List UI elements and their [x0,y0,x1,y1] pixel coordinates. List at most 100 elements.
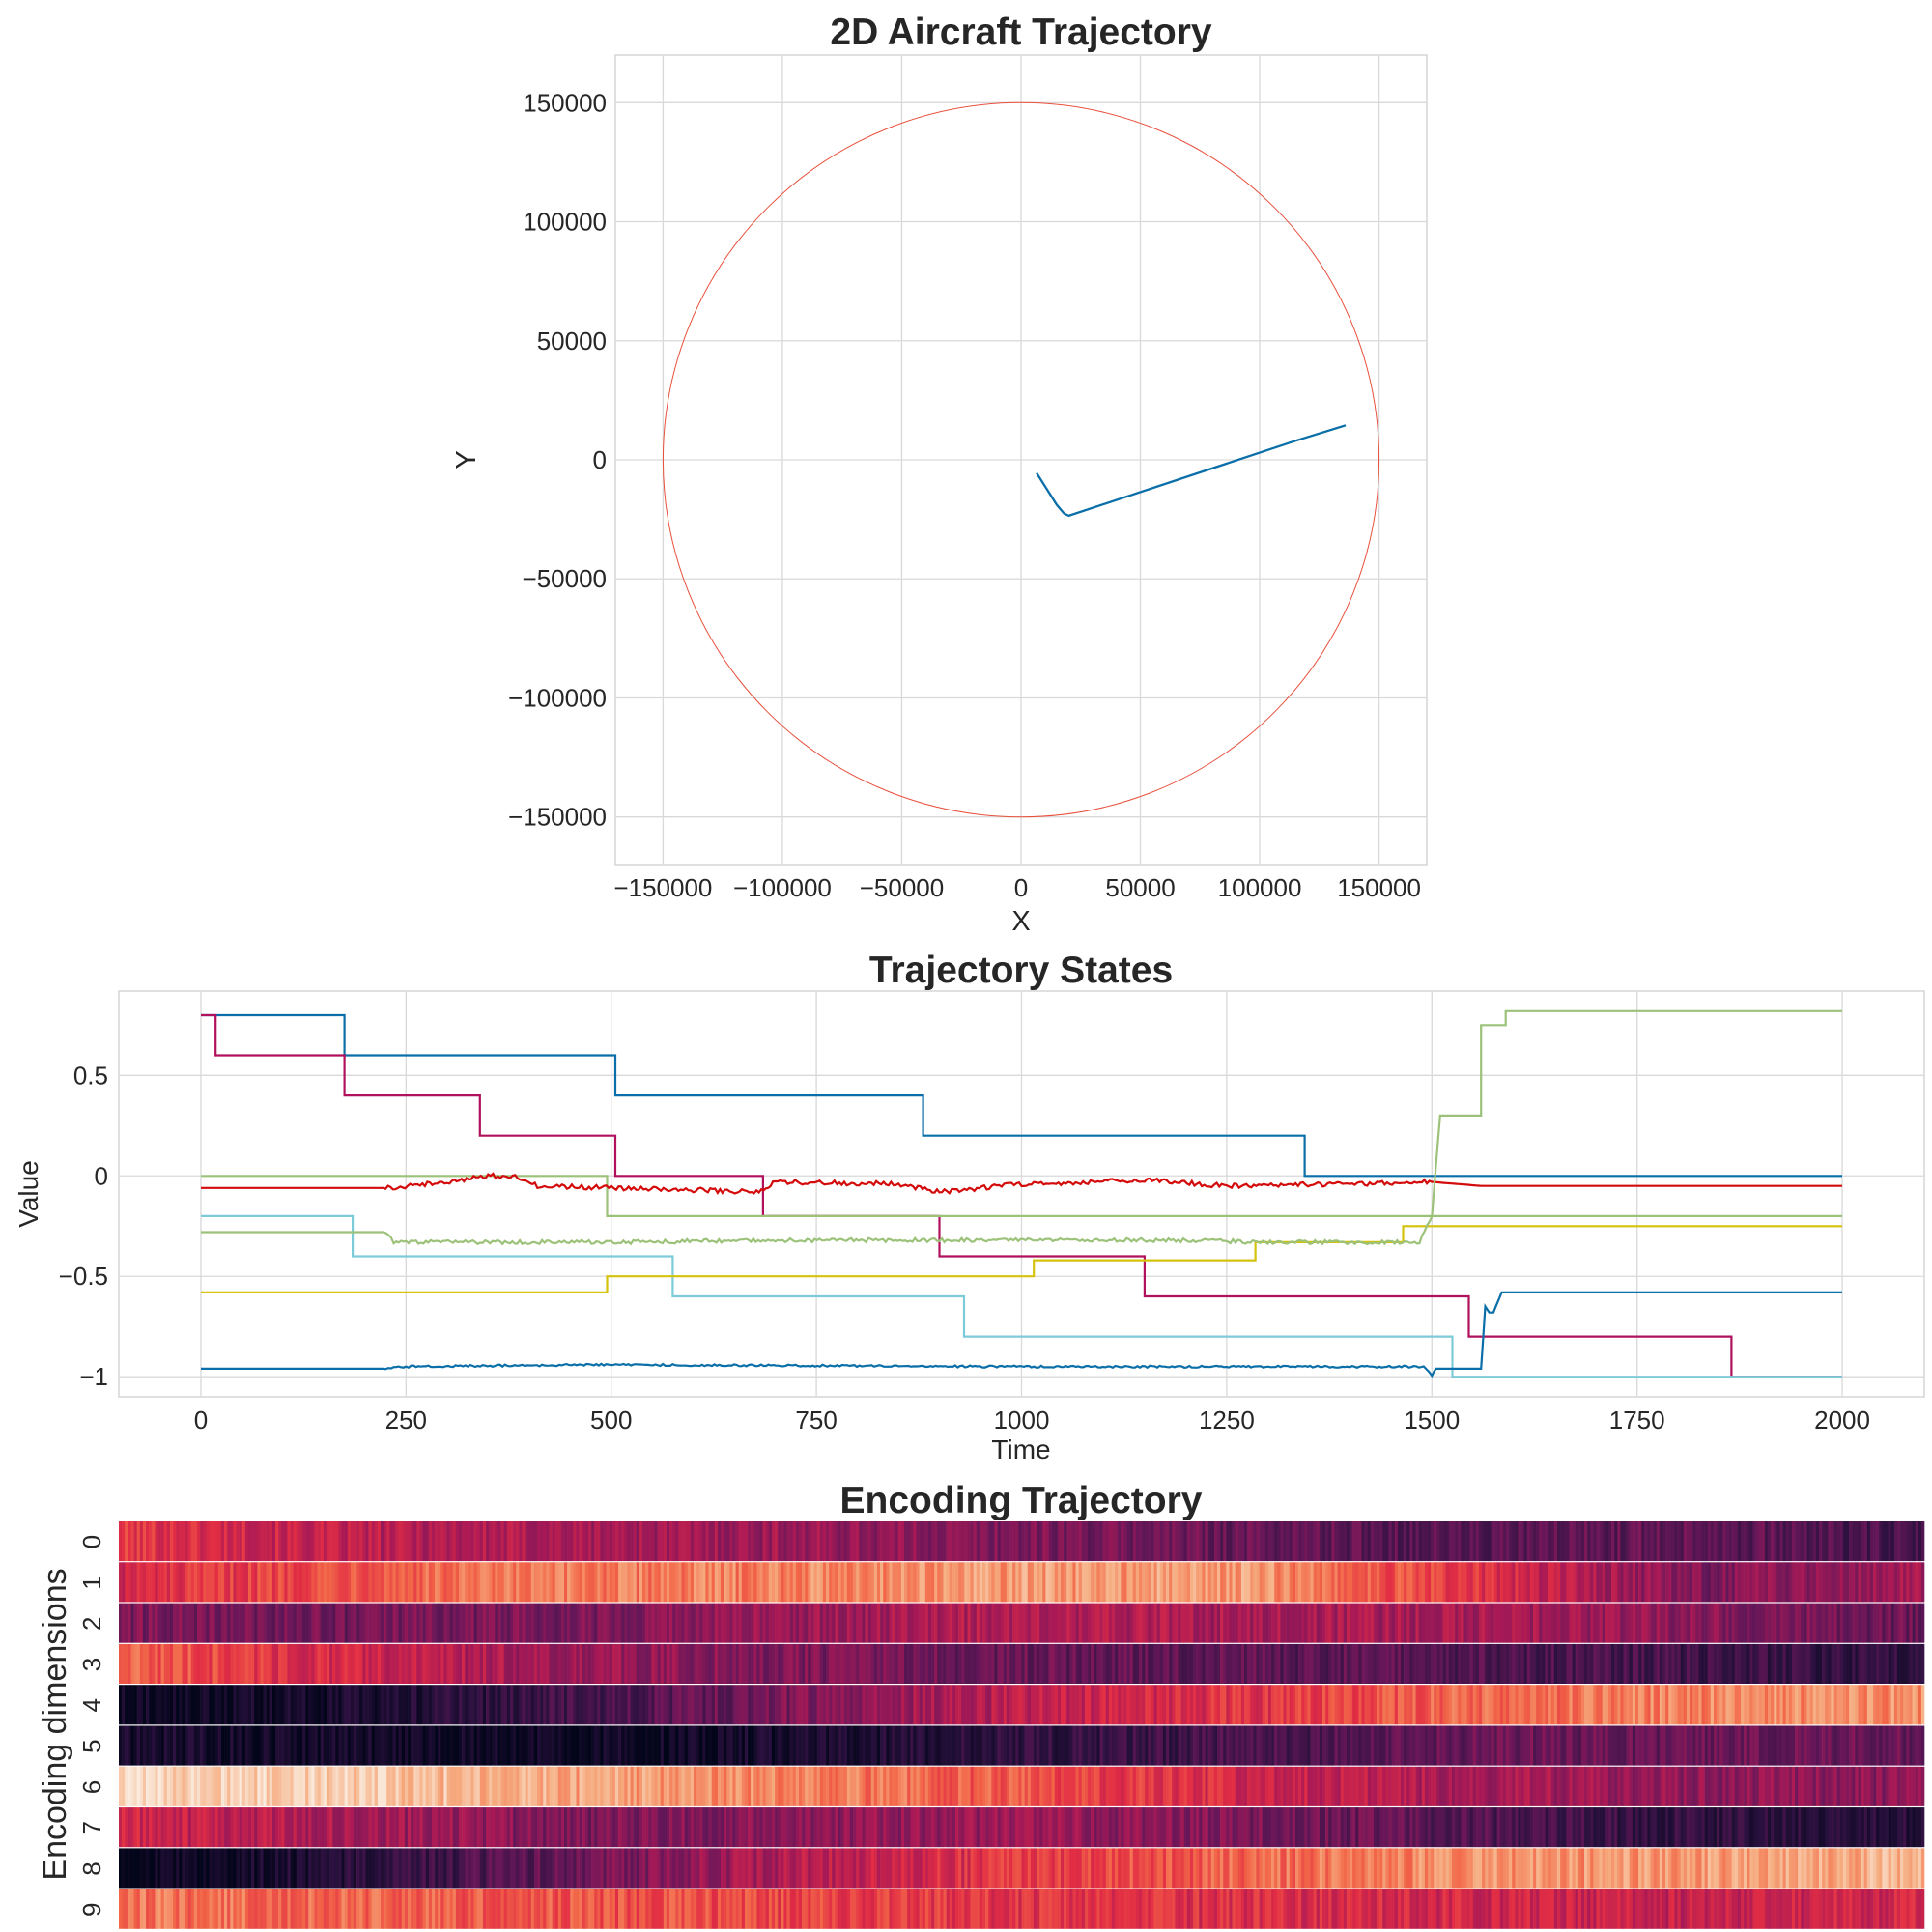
heatmap-cell [1244,1685,1248,1725]
heatmap-cell [1307,1603,1311,1643]
heatmap-cell [1710,1521,1715,1562]
heatmap-cell [1707,1807,1712,1848]
heatmap-cell [1485,1725,1489,1766]
heatmap-cell [413,1521,417,1562]
heatmap-cell [1061,1807,1065,1848]
heatmap-cell [1264,1643,1269,1684]
heatmap-cell [263,1603,267,1643]
heatmap-cell [614,1643,619,1684]
heatmap-cell [446,1848,450,1889]
heatmap-cell [1319,1685,1323,1725]
heatmap-cell [967,1562,971,1603]
heatmap-cell [179,1643,183,1684]
heatmap-cell [639,1562,643,1603]
heatmap-cell [142,1643,147,1684]
heatmap-cell [672,1725,676,1766]
heatmap-cell [1169,1685,1173,1725]
heatmap-cell [224,1562,228,1603]
heatmap-cell [422,1725,427,1766]
heatmap-cell [1186,1725,1191,1766]
heatmap-cell [579,1603,583,1643]
heatmap-cell [1142,1643,1146,1684]
heatmap-cell [326,1603,330,1643]
heatmap-cell [735,1766,739,1806]
heatmap-cell [1099,1643,1103,1684]
heatmap-cell [795,1725,800,1766]
heatmap-cell [1081,1643,1086,1684]
heatmap-cell [1205,1725,1208,1766]
heatmap-cell [1000,1643,1005,1684]
heatmap-cell [1237,1725,1242,1766]
heatmap-cell [281,1685,285,1725]
heatmap-cell [829,1562,833,1603]
heatmap-cell [934,1603,938,1643]
heatmap-cell [696,1603,700,1643]
heatmap-cell [1572,1521,1576,1562]
heatmap-cell [519,1807,523,1848]
heatmap-cell [1822,1725,1826,1766]
heatmap-cell [530,1643,535,1684]
heatmap-cell [666,1807,670,1848]
heatmap-cell [1863,1521,1868,1562]
heatmap-cell [876,1807,881,1848]
heatmap-cell [482,1807,487,1848]
heatmap-cell [1262,1521,1266,1562]
heatmap-cell [708,1766,712,1806]
heatmap-cell [775,1603,779,1643]
heatmap-cell [1431,1807,1435,1848]
heatmap-cell [1695,1562,1699,1603]
heatmap-cell [365,1725,369,1766]
heatmap-cell [465,1562,469,1603]
heatmap-cell [678,1685,682,1725]
heatmap-cell [1566,1725,1570,1766]
heatmap-cell [1436,1685,1440,1725]
heatmap-cell [1455,1643,1459,1684]
heatmap-cell [1496,1521,1501,1562]
heatmap-cell [618,1807,622,1848]
heatmap-cell [1030,1562,1035,1603]
heatmap-cell [220,1725,225,1766]
heatmap-cell [293,1643,298,1684]
heatmap-cell [798,1685,803,1725]
heatmap-cell [1355,1685,1359,1725]
heatmap-cell [1774,1725,1777,1766]
heatmap-cell [1587,1766,1591,1806]
heatmap-cell [489,1603,493,1643]
heatmap-cell [1385,1521,1389,1562]
heatmap-cell [1115,1562,1119,1603]
heatmap-cell [913,1562,917,1603]
heatmap-cell [1653,1562,1658,1603]
heatmap-cell [1876,1725,1880,1766]
heatmap-cell [1301,1643,1305,1684]
heatmap-cell [816,1807,821,1848]
heatmap-cell [922,1725,926,1766]
heatmap-cell [552,1643,555,1684]
heatmap-cell [1250,1766,1254,1806]
heatmap-cell [298,1603,303,1643]
heatmap-cell [341,1603,345,1643]
heatmap-cell [1373,1562,1378,1603]
heatmap-cell [768,1521,773,1562]
heatmap-cell [1328,1685,1332,1725]
heatmap-cell [1037,1766,1040,1806]
heatmap-cell [1629,1685,1634,1725]
heatmap-cell [1240,1766,1245,1806]
heatmap-cell [1069,1685,1073,1725]
heatmap-cell [964,1562,968,1603]
heatmap-cell [1298,1766,1302,1806]
heatmap-cell [1915,1807,1919,1848]
heatmap-cell [1668,1521,1672,1562]
heatmap-cell [416,1521,420,1562]
heatmap-cell [230,1766,234,1806]
heatmap-cell [657,1603,662,1643]
heatmap-cell [1331,1807,1335,1848]
heatmap-cell [1768,1685,1772,1725]
heatmap-cell [1469,1766,1474,1806]
heatmap-cell [795,1766,800,1806]
heatmap-cell [1863,1603,1868,1643]
heatmap-cell [1882,1562,1886,1603]
heatmap-cell [783,1603,787,1643]
heatmap-cell [133,1766,137,1806]
heatmap-cell [136,1766,141,1806]
heatmap-cell [212,1807,215,1848]
